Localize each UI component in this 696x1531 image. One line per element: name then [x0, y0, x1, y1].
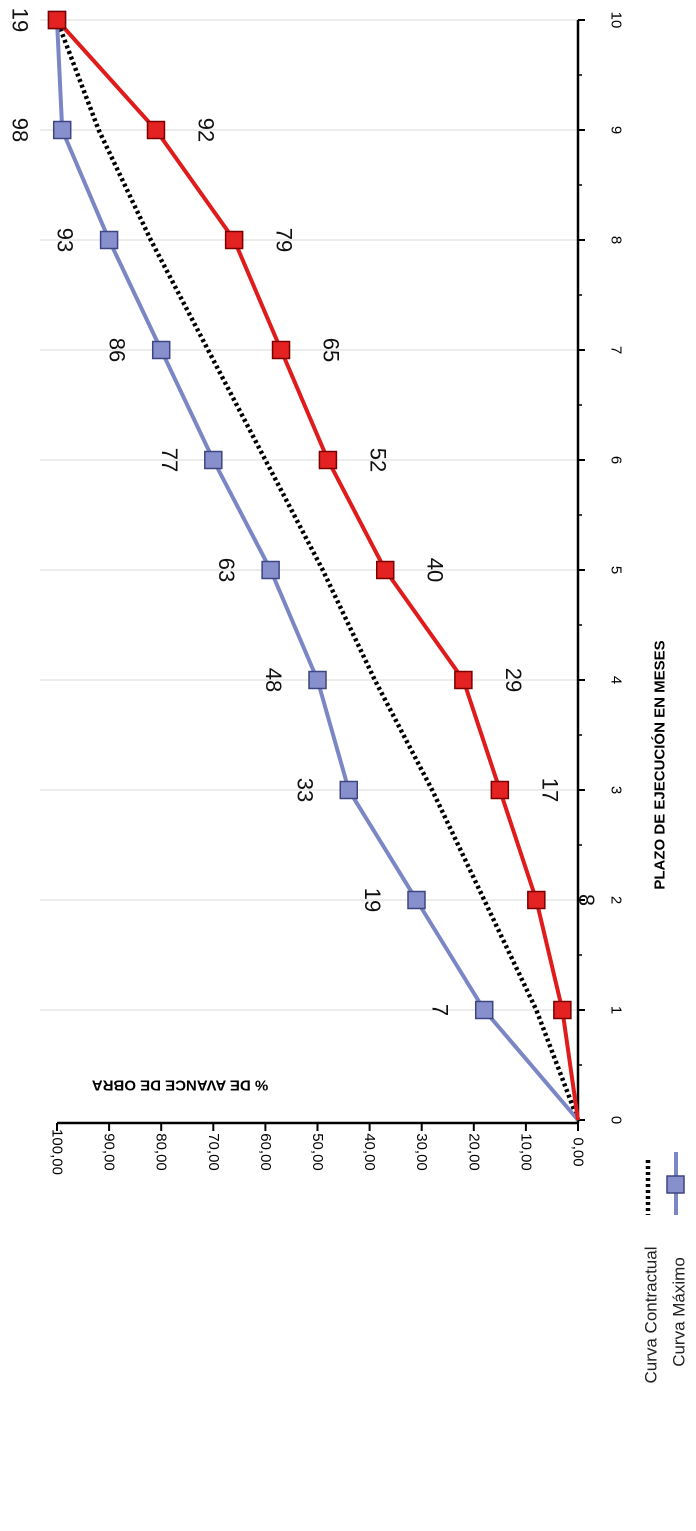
marker-red — [553, 1000, 572, 1020]
legend-label-contractual: Curva Contractual — [642, 1246, 661, 1383]
x-tick-label: 6 — [608, 456, 625, 464]
data-label-red: 8 — [574, 894, 599, 906]
marker-red — [375, 560, 395, 580]
y-tick-label: 20,00 — [465, 1133, 482, 1171]
data-label-red: 65 — [319, 338, 344, 362]
marker-maximo — [474, 1000, 494, 1020]
x-tick-label: 9 — [608, 126, 625, 134]
x-tick-label: 7 — [608, 346, 625, 354]
marker-maximo — [151, 340, 171, 360]
data-label-maximo: 19 — [8, 8, 33, 32]
marker-red — [146, 120, 166, 140]
data-label-red: 40 — [423, 558, 448, 582]
marker-red — [490, 780, 510, 800]
marker-maximo — [407, 890, 426, 910]
data-label-maximo: 77 — [157, 448, 182, 472]
data-label-maximo: 63 — [214, 558, 239, 582]
marker-maximo — [308, 670, 327, 690]
data-label-red: 29 — [501, 668, 526, 692]
marker-maximo — [339, 780, 359, 800]
y-axis-title: % DE AVANCE DE OBRA — [92, 1077, 269, 1094]
y-tick-label: 60,00 — [257, 1133, 274, 1171]
data-label-maximo: 7 — [428, 1004, 453, 1016]
x-tick-label: 4 — [608, 676, 625, 684]
data-label-maximo: 93 — [53, 228, 78, 252]
marker-maximo — [261, 560, 280, 580]
marker-red — [318, 450, 338, 470]
series-line-contractual — [54, 19, 581, 1121]
data-label-red: 92 — [193, 118, 218, 142]
y-tick-label: 70,00 — [205, 1133, 222, 1171]
y-tick-label: 90,00 — [101, 1133, 118, 1171]
marker-red — [47, 10, 67, 30]
data-label-maximo: 19 — [360, 888, 385, 912]
data-label-red: 17 — [537, 778, 562, 802]
x-tick-label: 8 — [608, 236, 625, 244]
data-label-maximo: 48 — [261, 668, 286, 692]
x-axis-title: PLAZO DE EJECUCIÓN EN MESES — [651, 640, 669, 889]
y-tick-label: 0,00 — [570, 1137, 587, 1166]
x-tick-label: 10 — [608, 12, 625, 29]
y-tick-label: 100,00 — [49, 1129, 66, 1175]
y-tick-label: 10,00 — [517, 1133, 534, 1171]
data-label-maximo: 33 — [292, 778, 317, 802]
x-tick-label: 2 — [608, 896, 625, 904]
data-label-red: 52 — [365, 448, 390, 472]
data-label-maximo: 86 — [105, 338, 130, 362]
marker-red — [527, 890, 546, 910]
x-tick-label: 1 — [608, 1006, 625, 1014]
marker-maximo — [204, 450, 223, 470]
x-tick-label: 5 — [608, 566, 625, 574]
legend-label-maximo: Curva Máximo — [670, 1257, 689, 1367]
y-tick-label: 80,00 — [153, 1133, 170, 1171]
plot-area — [40, 10, 585, 1131]
marker-red — [454, 670, 473, 690]
marker-maximo — [99, 230, 119, 250]
x-tick-label: 0 — [608, 1116, 625, 1124]
y-tick-label: 50,00 — [309, 1133, 326, 1171]
x-tick-label: 3 — [608, 786, 625, 794]
marker-red — [271, 340, 291, 360]
y-tick-label: 40,00 — [361, 1133, 378, 1171]
legend-swatch-maximo-marker — [666, 1175, 685, 1194]
labels-layer: 0123456789100,0010,0020,0030,0040,0050,0… — [8, 8, 689, 1384]
data-label-red: 79 — [272, 228, 297, 252]
y-tick-label: 30,00 — [413, 1133, 430, 1171]
marker-red — [224, 230, 244, 250]
marker-maximo — [52, 120, 72, 140]
data-label-maximo: 98 — [8, 118, 33, 142]
